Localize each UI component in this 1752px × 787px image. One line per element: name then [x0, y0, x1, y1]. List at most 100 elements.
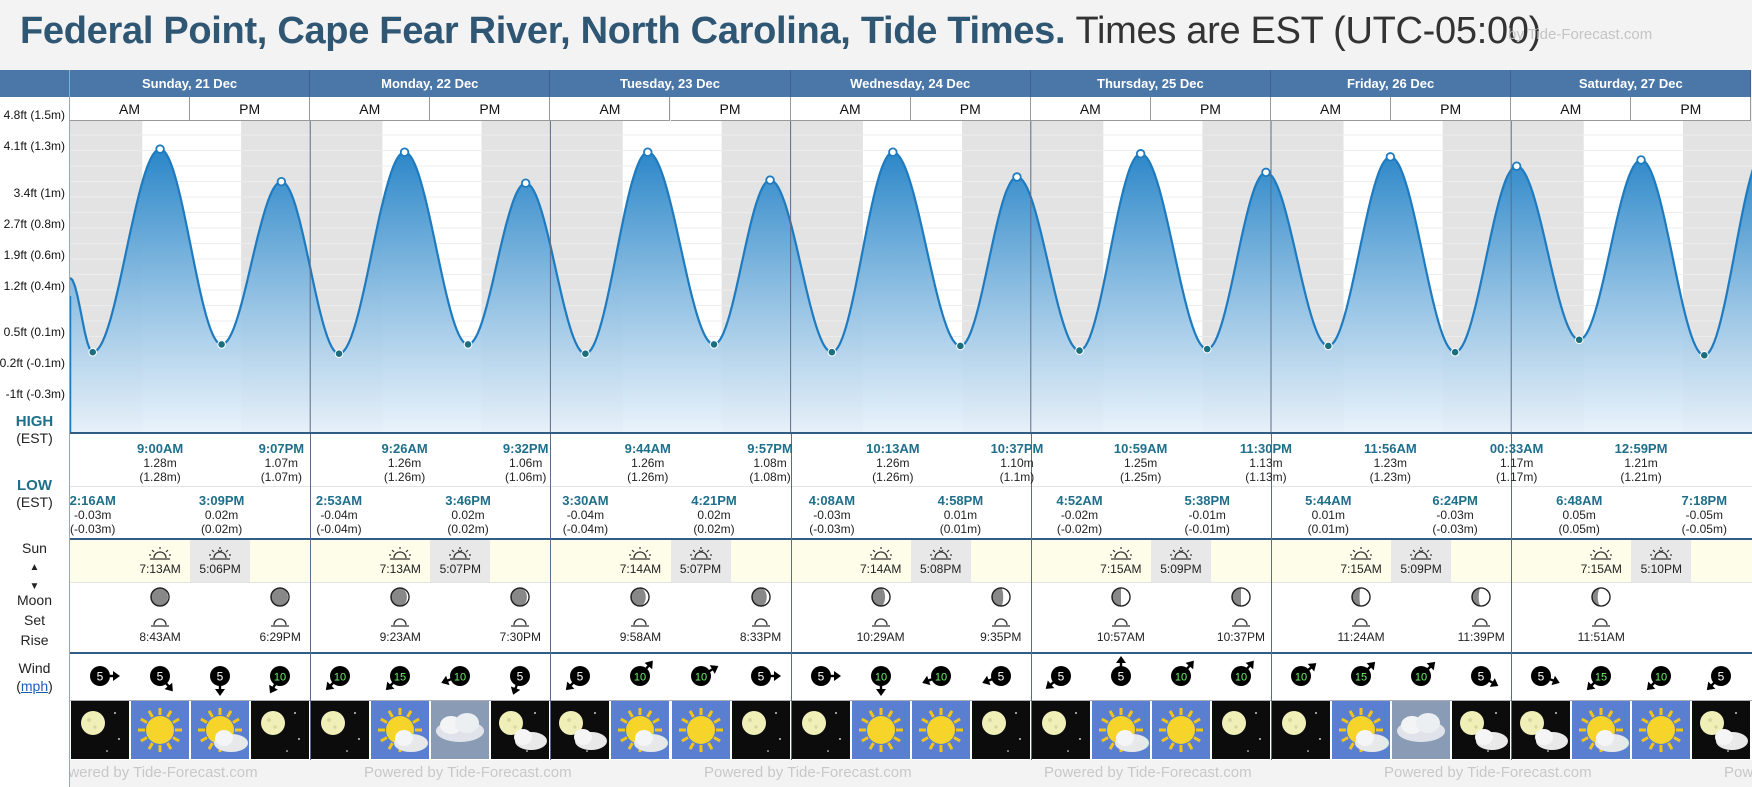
low-tide-entry: 4:21PM 0.02m (0.02m)	[674, 494, 754, 537]
weather-cell	[311, 701, 370, 759]
tide-height-m: 0.02m	[204, 508, 239, 522]
low-tide-point[interactable]	[463, 340, 473, 349]
low-tide-point[interactable]	[88, 347, 98, 357]
low-tide-point[interactable]	[581, 349, 590, 358]
tide-height-alt: (-0.03m)	[70, 522, 116, 536]
moon-set-time: 7:30PM	[499, 630, 542, 644]
moon-rise-time: 8:43AM	[139, 630, 181, 644]
high-tide-point[interactable]	[520, 178, 531, 188]
low-tide-point[interactable]	[1202, 344, 1212, 354]
low-tide-point[interactable]	[827, 347, 837, 357]
tide-height-m: 1.08m	[753, 456, 787, 470]
high-tide-point[interactable]	[399, 147, 410, 157]
tide-height-m: 1.26m	[631, 456, 665, 470]
page-title: Federal Point, Cape Fear River, North Ca…	[20, 10, 1541, 53]
clear-night-icon	[791, 701, 850, 759]
wind-unit-link[interactable]: mph	[20, 678, 49, 694]
am-label: AM	[310, 97, 431, 121]
high-tide-point[interactable]	[1385, 152, 1396, 162]
low-tide-point[interactable]	[334, 349, 344, 358]
high-tide-point[interactable]	[888, 147, 898, 157]
sunrise-cell: 7:14AM	[851, 540, 911, 582]
high-tide-entry: 9:32PM 1.06m (1.06m)	[486, 442, 566, 485]
moon-rise-cell: 11:51AM	[1571, 586, 1631, 644]
day-divider	[550, 434, 552, 760]
low-tz: (EST)	[16, 494, 53, 510]
weather-cell	[671, 701, 730, 759]
wind-cell: 10	[1391, 656, 1451, 696]
tide-height-alt: (1.17m)	[1495, 470, 1538, 484]
low-tide-point[interactable]	[1700, 350, 1709, 360]
low-tide-point[interactable]	[1324, 341, 1333, 351]
wind-cell: 10	[1211, 656, 1271, 696]
clear-night-icon	[71, 701, 129, 759]
low-tide-entry: 6:48AM 0.05m (0.05m)	[1539, 494, 1619, 537]
low-tide-point[interactable]	[1450, 347, 1460, 357]
moon-rise-time: 9:58AM	[619, 630, 662, 644]
high-tide-point[interactable]	[1261, 167, 1271, 178]
wind-direction-icon: 10	[269, 666, 291, 694]
footer-text: Powered by Tide-Forecast.com	[1384, 764, 1592, 781]
moonset-icon	[1231, 618, 1250, 627]
high-tide-point[interactable]	[1135, 149, 1146, 159]
footer-text: Powered by Tide-Forecast.com	[704, 764, 912, 781]
high-tide-entry: 9:00AM 1.28m (1.28m)	[120, 442, 200, 485]
wind-speed: 5	[1057, 670, 1064, 684]
wind-cell: 10	[671, 656, 731, 696]
wind-cell: 15	[1331, 656, 1391, 696]
weather-cell	[1512, 701, 1571, 759]
high-tide-point[interactable]	[643, 147, 653, 157]
high-tide-point[interactable]	[1636, 155, 1646, 165]
legend-header	[0, 70, 69, 97]
wind-speed: 10	[1295, 672, 1307, 684]
sunset-icon	[209, 547, 232, 560]
high-tide-point[interactable]	[276, 176, 287, 187]
high-tide-point[interactable]	[155, 144, 165, 154]
day-divider	[1511, 434, 1513, 760]
wind-cell: 5	[550, 656, 610, 696]
low-tide-point[interactable]	[709, 340, 719, 349]
y-tick-label: 4.8ft (1.5m)	[3, 108, 65, 122]
day-header: Saturday, 27 Dec	[1511, 70, 1752, 97]
high-title: HIGH	[15, 413, 54, 430]
day-header: Thursday, 25 Dec	[1030, 70, 1271, 97]
wind-cell: 5	[1451, 656, 1511, 696]
am-label: AM	[1271, 97, 1392, 121]
tide-time: 4:58PM	[937, 493, 984, 508]
high-tide-point[interactable]	[1511, 161, 1522, 171]
low-tide-point[interactable]	[217, 340, 226, 349]
wind-speed: 5	[97, 670, 104, 684]
tide-height-alt: (1.21m)	[1620, 470, 1662, 484]
day-header: Monday, 22 Dec	[310, 70, 551, 97]
section-divider	[70, 538, 1752, 540]
moonrise-icon	[1352, 618, 1371, 627]
wind-speed: 10	[274, 672, 286, 684]
tide-time: 3:30AM	[562, 493, 609, 508]
sunrise-time: 7:15AM	[1100, 562, 1142, 576]
am-label: AM	[550, 97, 671, 121]
low-tide-entry: 7:18PM -0.05m (-0.05m)	[1664, 494, 1744, 537]
low-tide-entry: 5:44AM 0.01m (0.01m)	[1288, 494, 1368, 537]
tide-time: 9:26AM	[381, 441, 428, 456]
high-tide-entry: 11:56AM 1.23m (1.23m)	[1350, 442, 1430, 485]
wind-direction-icon: 5	[1707, 666, 1732, 691]
weather-cell	[611, 701, 670, 759]
cloudy-icon	[431, 701, 490, 759]
wind-direction-icon: 5	[566, 666, 591, 691]
low-tide-point[interactable]	[1075, 346, 1084, 355]
moon-set-time: 6:29PM	[259, 630, 301, 644]
tide-time: 10:37PM	[990, 441, 1044, 456]
sunrise-icon	[869, 547, 892, 560]
tide-height-alt: (1.25m)	[1119, 470, 1162, 484]
moon-rise-time: 10:57AM	[1096, 630, 1145, 644]
wind-cell: 10	[1151, 656, 1211, 696]
tide-time: 6:24PM	[1432, 493, 1478, 508]
moon-set-time: 8:33PM	[739, 630, 782, 644]
low-tide-point[interactable]	[1574, 335, 1584, 345]
low-tide-point[interactable]	[956, 341, 965, 351]
tide-area	[70, 149, 1752, 434]
high-tide-point[interactable]	[1012, 172, 1022, 182]
high-tide-point[interactable]	[765, 175, 775, 185]
wind-direction-icon: 10	[1647, 666, 1672, 691]
day-header: Sunday, 21 Dec	[70, 70, 311, 97]
